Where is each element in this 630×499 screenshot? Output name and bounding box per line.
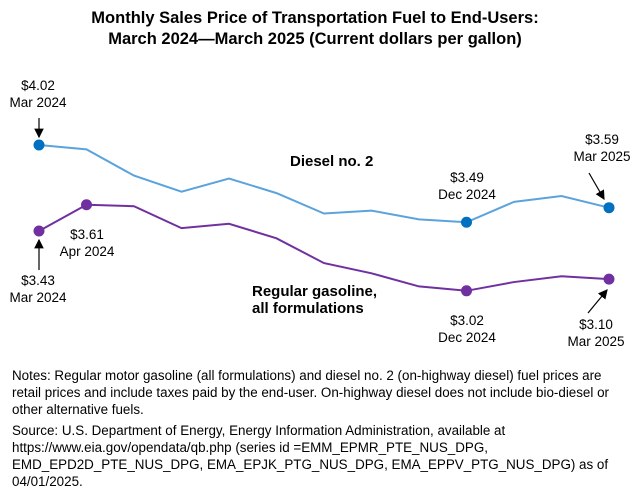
annotation-date: Mar 2024 (9, 290, 67, 305)
annotation-arrow (588, 172, 605, 201)
annotation-date: Mar 2025 (573, 149, 630, 164)
annotation-date: Mar 2024 (9, 95, 67, 110)
annotation-value: $3.59 (585, 132, 619, 147)
data-point-marker (33, 139, 45, 151)
series-line-0 (38, 144, 610, 224)
notes-text: Notes: Regular motor gasoline (all formu… (12, 368, 609, 417)
data-point-marker (461, 216, 472, 228)
annotation-date: Dec 2024 (438, 187, 496, 202)
annotation-value: $3.02 (450, 313, 484, 328)
data-point-marker (461, 285, 472, 297)
data-point-marker (33, 225, 45, 237)
chart-title: Monthly Sales Price of Transportation Fu… (0, 8, 630, 50)
annotation-value: $3.49 (450, 170, 484, 185)
title-line-1: Monthly Sales Price of Transportation Fu… (91, 9, 539, 27)
annotation-date: Apr 2024 (60, 244, 115, 259)
series-label-diesel: Diesel no. 2 (290, 153, 373, 170)
series-label-gasoline: Regular gasoline, (252, 283, 377, 300)
annotation-value: $3.10 (579, 317, 613, 332)
data-point-marker (603, 273, 615, 285)
annotation-date: Mar 2025 (567, 334, 624, 349)
line-chart: Diesel no. 2 Regular gasoline,all formula… (9, 78, 630, 349)
data-point-marker (603, 202, 615, 214)
series-label-gasoline: all formulations (252, 300, 364, 317)
annotation-date: Dec 2024 (438, 330, 496, 345)
annotation-value: $4.02 (21, 78, 55, 93)
title-line-2: March 2024—March 2025 (Current dollars p… (108, 30, 522, 48)
notes-section: Notes: Regular motor gasoline (all formu… (12, 367, 622, 494)
annotation-value: $3.61 (70, 227, 104, 242)
annotation-arrow (587, 289, 608, 314)
series-line-1 (38, 203, 610, 292)
annotation-value: $3.43 (21, 273, 55, 288)
data-point-marker (81, 199, 92, 211)
source-text: Source: U.S. Department of Energy, Energ… (12, 423, 609, 489)
